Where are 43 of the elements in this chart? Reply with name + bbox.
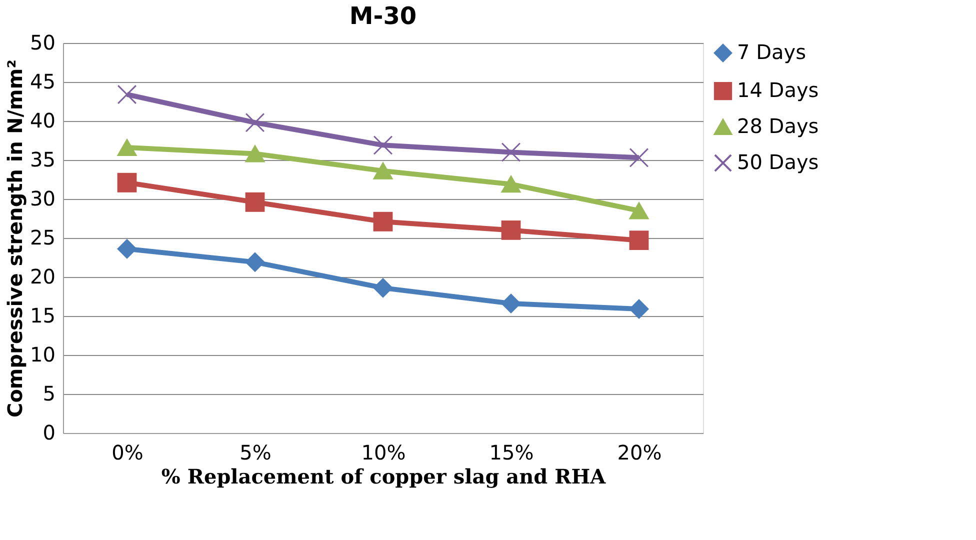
chart-title: M-30	[349, 2, 417, 30]
point	[501, 142, 521, 162]
point	[117, 239, 137, 259]
legend-label: 14 Days	[737, 78, 819, 102]
x-tick-label: 10%	[361, 440, 406, 464]
point	[629, 148, 649, 168]
point	[629, 299, 649, 319]
point	[117, 172, 137, 192]
y-tick-label: 5	[42, 382, 56, 406]
point	[373, 162, 393, 180]
point	[501, 294, 521, 314]
x-tick-label: 20%	[617, 440, 662, 464]
x-tick-label: 5%	[240, 440, 272, 464]
point	[245, 145, 265, 162]
y-tick-label: 20	[30, 264, 56, 288]
y-tick-label: 35	[30, 148, 56, 172]
point	[117, 84, 137, 104]
point	[501, 176, 521, 193]
x-tick-label: 0%	[112, 440, 144, 464]
legend-label: 28 Days	[737, 114, 819, 138]
y-tick-label: 0	[42, 420, 56, 444]
point	[629, 202, 649, 220]
point	[629, 230, 649, 250]
point	[501, 220, 521, 240]
x-axis-title: % Replacement of copper slag and RHA	[161, 464, 606, 488]
y-tick-label: 15	[30, 304, 56, 328]
point	[245, 112, 265, 132]
y-tick-label: 45	[30, 70, 56, 94]
point	[117, 139, 137, 156]
x-tick-label: 15%	[489, 440, 534, 464]
y-tick-label: 25	[30, 226, 56, 250]
y-tick-label: 10	[30, 342, 56, 366]
point	[373, 278, 393, 298]
legend-label: 50 Days	[737, 150, 819, 174]
point	[245, 252, 265, 272]
point	[373, 212, 393, 232]
y-axis-title: Compressive strength in N/mm²	[3, 60, 28, 418]
y-tick-label: 30	[30, 186, 56, 210]
point	[245, 192, 265, 212]
y-tick-label: 50	[30, 30, 56, 54]
point	[373, 135, 393, 155]
legend-label: 7 Days	[737, 40, 806, 64]
y-tick-label: 40	[30, 108, 56, 132]
